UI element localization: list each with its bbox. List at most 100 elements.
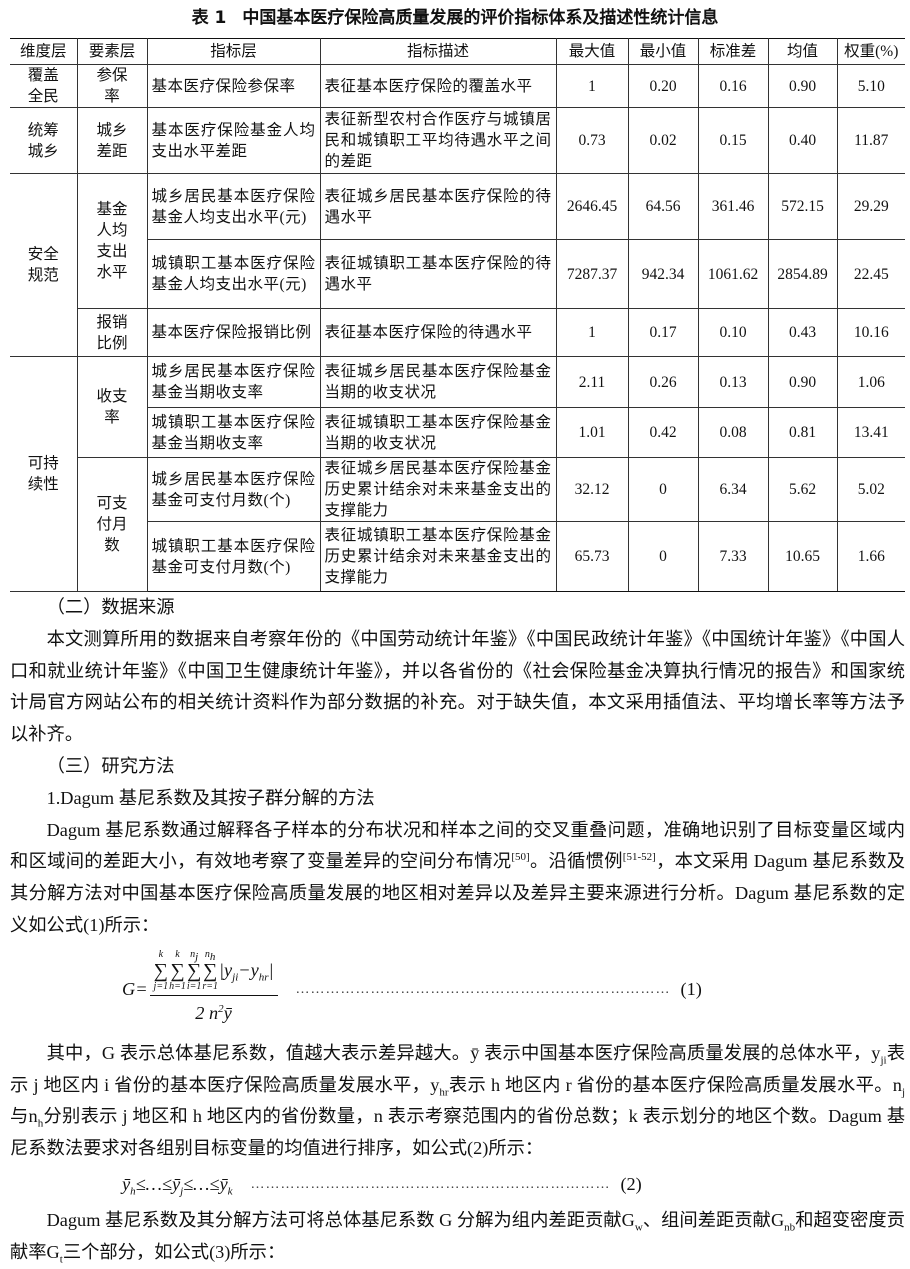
column-header: 指标描述 [319,38,557,65]
text-run: （二）数据来源 [46,597,175,617]
subscript: k [227,1185,233,1198]
column-header: 维度层 [10,38,78,65]
subscript: j [901,1086,905,1099]
table-cell: 65.73 [555,521,629,592]
paragraph: 其中，G 表示总体基尼系数，值越大表示差异越大。ȳ 表示中国基本医疗保险高质量发… [10,1038,905,1165]
table-cell: 1.01 [555,407,629,458]
table-cell: 0.90 [767,356,838,408]
table-cell: 11.87 [836,107,905,174]
table-cell: 城乡居民基本医疗保险基金当期收支率 [146,356,321,408]
table-row: 城镇职工基本医疗保险基金可支付月数(个) 表征城镇职工基本医疗保险基金历史累计结余… [10,521,905,592]
table-cell: 1 [555,308,629,357]
table-cell: 表征城乡居民基本医疗保险基金历史累计结余对未来基金支出的支撑能力 [319,457,557,522]
table-cell: 572.15 [767,173,838,240]
table-row: 可支付月数 城乡居民基本医疗保险基金可支付月数(个) 表征城乡居民基本医疗保险基金历… [10,457,905,592]
table-cell: 29.29 [836,173,905,240]
sum-symbol: ∑ [203,960,218,983]
text-run: ≤…≤ȳ [183,1174,228,1195]
sum-symbol: ∑ [170,960,185,983]
summation: nj ∑ i=1 [187,949,202,993]
summation: k ∑ j=1 [154,949,169,993]
column-header: 最小值 [627,38,699,65]
table-cell: 0.10 [697,308,769,357]
table-cell: 32.12 [555,457,629,522]
table-cell: 0.43 [767,308,838,357]
numerator: k ∑ j=1 k ∑ h=1 nj ∑ i=1 nh ∑ r=1 |yji−yhr| [149,949,278,997]
text-run: k [158,949,164,961]
table-cell: 6.34 [697,457,769,522]
superscript: [50] [511,851,530,864]
table-row: 覆盖全民 参保率 基本医疗保险参保率 表征基本医疗保险的覆盖水平 1 0.20 0.16 0.… [10,64,905,108]
text-run: | [268,960,274,981]
text-run: 、组间差距贡献G [642,1209,785,1230]
text-run: Dagum 基尼系数通过解释各子样本的分布状况和样本之间的交叉重叠问题，准确地识… [10,819,905,872]
table-cell: 5.10 [836,64,905,108]
text-run: 与n [10,1106,38,1127]
text-run: r=1 [202,981,218,993]
table-cell: 报销比例 [76,308,148,357]
table-cell: 10.16 [836,308,905,357]
table-cell: 22.45 [836,239,905,309]
table-cell: 城镇职工基本医疗保险基金人均支出水平(元) [146,239,321,309]
table-cell: 13.41 [836,407,905,458]
formula-lhs: G= [122,978,148,999]
table-cell: 基本医疗保险基金人均支出水平差距 [146,107,321,174]
column-header: 最大值 [555,38,629,65]
subscript: w [634,1221,643,1234]
table-cell: 0.08 [697,407,769,458]
table-cell: 城镇职工基本医疗保险基金当期收支率 [146,407,321,458]
table-cell: 参保率 [76,64,148,108]
superscript: 2 [218,1003,224,1016]
indicator-table: 维度层 要素层 指标层 指标描述 最大值 最小值 标准差 均值 权重(%) 覆盖全民 参保率 基本医疗… [10,38,905,592]
table-cell: 城镇职工基本医疗保险基金可支付月数(个) [146,521,321,592]
text-run: Dagum 基尼系数及其分解方法可将总体基尼系数 G 分解为组内差距贡献G [46,1209,635,1230]
table-cell: 0.81 [767,407,838,458]
table-cell: 收支率 [76,356,148,458]
leader-dots: ……………………………………………………………… [250,1177,611,1193]
text-run: n [190,949,196,961]
table-cell: 1.66 [836,521,905,592]
table-label: 表 1 [191,8,227,28]
table-cell: 0 [627,521,699,592]
table-cell: 表征城乡居民基本医疗保险基金当期的收支状况 [319,356,557,408]
denominator: 2 n2ȳ [195,996,231,1030]
table-cell: 7.33 [697,521,769,592]
text-run: |y [219,960,233,981]
table-cell: 0.42 [627,407,699,458]
sum-upper: nh [205,949,216,963]
column-header: 标准差 [697,38,769,65]
text-run: 分别表示 j 地区和 h 地区内的省份数量，n 表示考察范围内的省份总数；k 表… [10,1106,906,1159]
text-run: 。沿循惯例 [529,851,623,872]
text-run: 表示 h 地区内 r 省份的基本医疗保险高质量发展水平。n [448,1074,902,1095]
table-cell: 0.40 [767,107,838,174]
table-cell: 0 [627,457,699,522]
sum-lower: j=1 [154,981,169,993]
text-run: j=1 [153,981,169,993]
formula: G= k ∑ j=1 k ∑ h=1 nj ∑ i=1 nh ∑ r=1 |yji−yhr| 2 n2ȳ……… [10,942,905,1038]
table-row: 安全规范 基金人均支出水平 城乡居民基本医疗保险基金人均支出水平(元) 表征城乡居民基… [10,173,905,357]
table-cell: 942.34 [627,239,699,309]
table-cell: 表征城镇职工基本医疗保险的待遇水平 [319,239,557,309]
table-cell: 2854.89 [767,239,838,309]
table-row: 城镇职工基本医疗保险基金人均支出水平(元) 表征城镇职工基本医疗保险的待遇水平 72… [10,239,905,309]
sum-lower: r=1 [202,981,218,993]
text-run: ȳ [122,1174,131,1195]
section-heading: （二）数据来源 [10,592,905,624]
subscript: nb [784,1221,796,1234]
table-cell: 安全规范 [10,173,78,357]
expression: ȳh≤…≤ȳj≤…≤ȳk [122,1169,232,1201]
subscript: hr [439,1086,449,1099]
paragraph: Dagum 基尼系数及其分解方法可将总体基尼系数 G 分解为组内差距贡献Gw、组… [10,1205,905,1269]
sum-upper: k [175,949,179,961]
text-run: k [175,949,180,961]
paragraph: Dagum 基尼系数通过解释各子样本的分布状况和样本之间的交叉重叠问题，准确地识… [10,815,905,942]
table-cell: 0.20 [627,64,699,108]
formula: ȳh≤…≤ȳj≤…≤ȳk……………………………………………………………… (2) [10,1165,905,1205]
sum-body: |yji−yhr| [219,955,274,987]
text-run: h=1 [169,981,186,993]
text-run: 本文测算所用的数据来自考察年份的《中国劳动统计年鉴》《中国民政统计年鉴》《中国统… [10,628,905,745]
text-run: −y [238,960,259,981]
subscript: h [130,1185,136,1198]
subscript: hr [258,972,269,985]
